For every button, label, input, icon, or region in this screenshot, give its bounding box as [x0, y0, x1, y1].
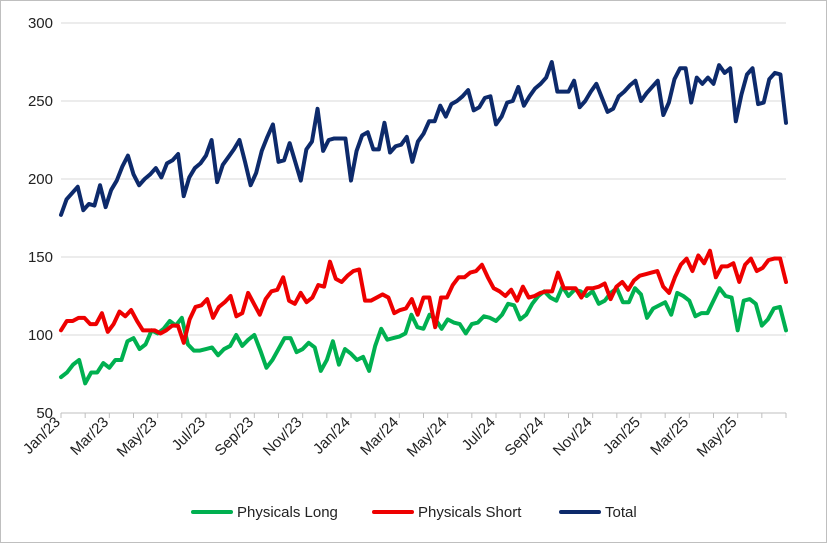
x-tick-label: Jan/25 [600, 414, 644, 458]
x-tick-label: Mar/25 [647, 414, 692, 459]
series-line-physicals-long [59, 284, 788, 386]
x-tick-label: Sep/23 [212, 414, 258, 460]
gridlines [61, 22, 786, 414]
x-tick-label: Jul/24 [459, 414, 499, 454]
x-tick-label: Jan/24 [310, 414, 354, 458]
x-tick-label: Sep/24 [502, 414, 548, 460]
x-tick-label: Mar/24 [357, 414, 402, 459]
series-lines [59, 60, 788, 386]
series-line-total [59, 60, 788, 217]
x-tick-label: Nov/24 [550, 414, 596, 460]
y-tick-label: 300 [28, 15, 53, 32]
legend-label: Physicals Short [418, 504, 522, 521]
legend: Physicals Long Physicals Short Total [191, 504, 637, 521]
legend-label: Total [605, 504, 637, 521]
x-tick-label: May/24 [404, 414, 451, 461]
legend-label: Physicals Long [237, 504, 338, 521]
x-axis: Jan/23 Mar/23 May/23 Jul/23 Sep/23 Nov/23 Jan/… [20, 412, 787, 461]
x-tick-label: Nov/23 [260, 414, 306, 460]
y-tick-label: 100 [28, 327, 53, 344]
x-tick-label: Jul/23 [169, 414, 209, 454]
y-axis: 50 100 150 200 250 300 [28, 15, 53, 422]
x-tick-label: May/23 [114, 414, 161, 461]
x-tick-label: May/25 [694, 414, 741, 461]
y-tick-label: 200 [28, 171, 53, 188]
y-tick-label: 50 [36, 405, 53, 422]
y-tick-label: 250 [28, 93, 53, 110]
series-line-physicals-short [59, 248, 788, 345]
y-tick-label: 150 [28, 249, 53, 266]
x-tick-label: Mar/23 [67, 414, 112, 459]
